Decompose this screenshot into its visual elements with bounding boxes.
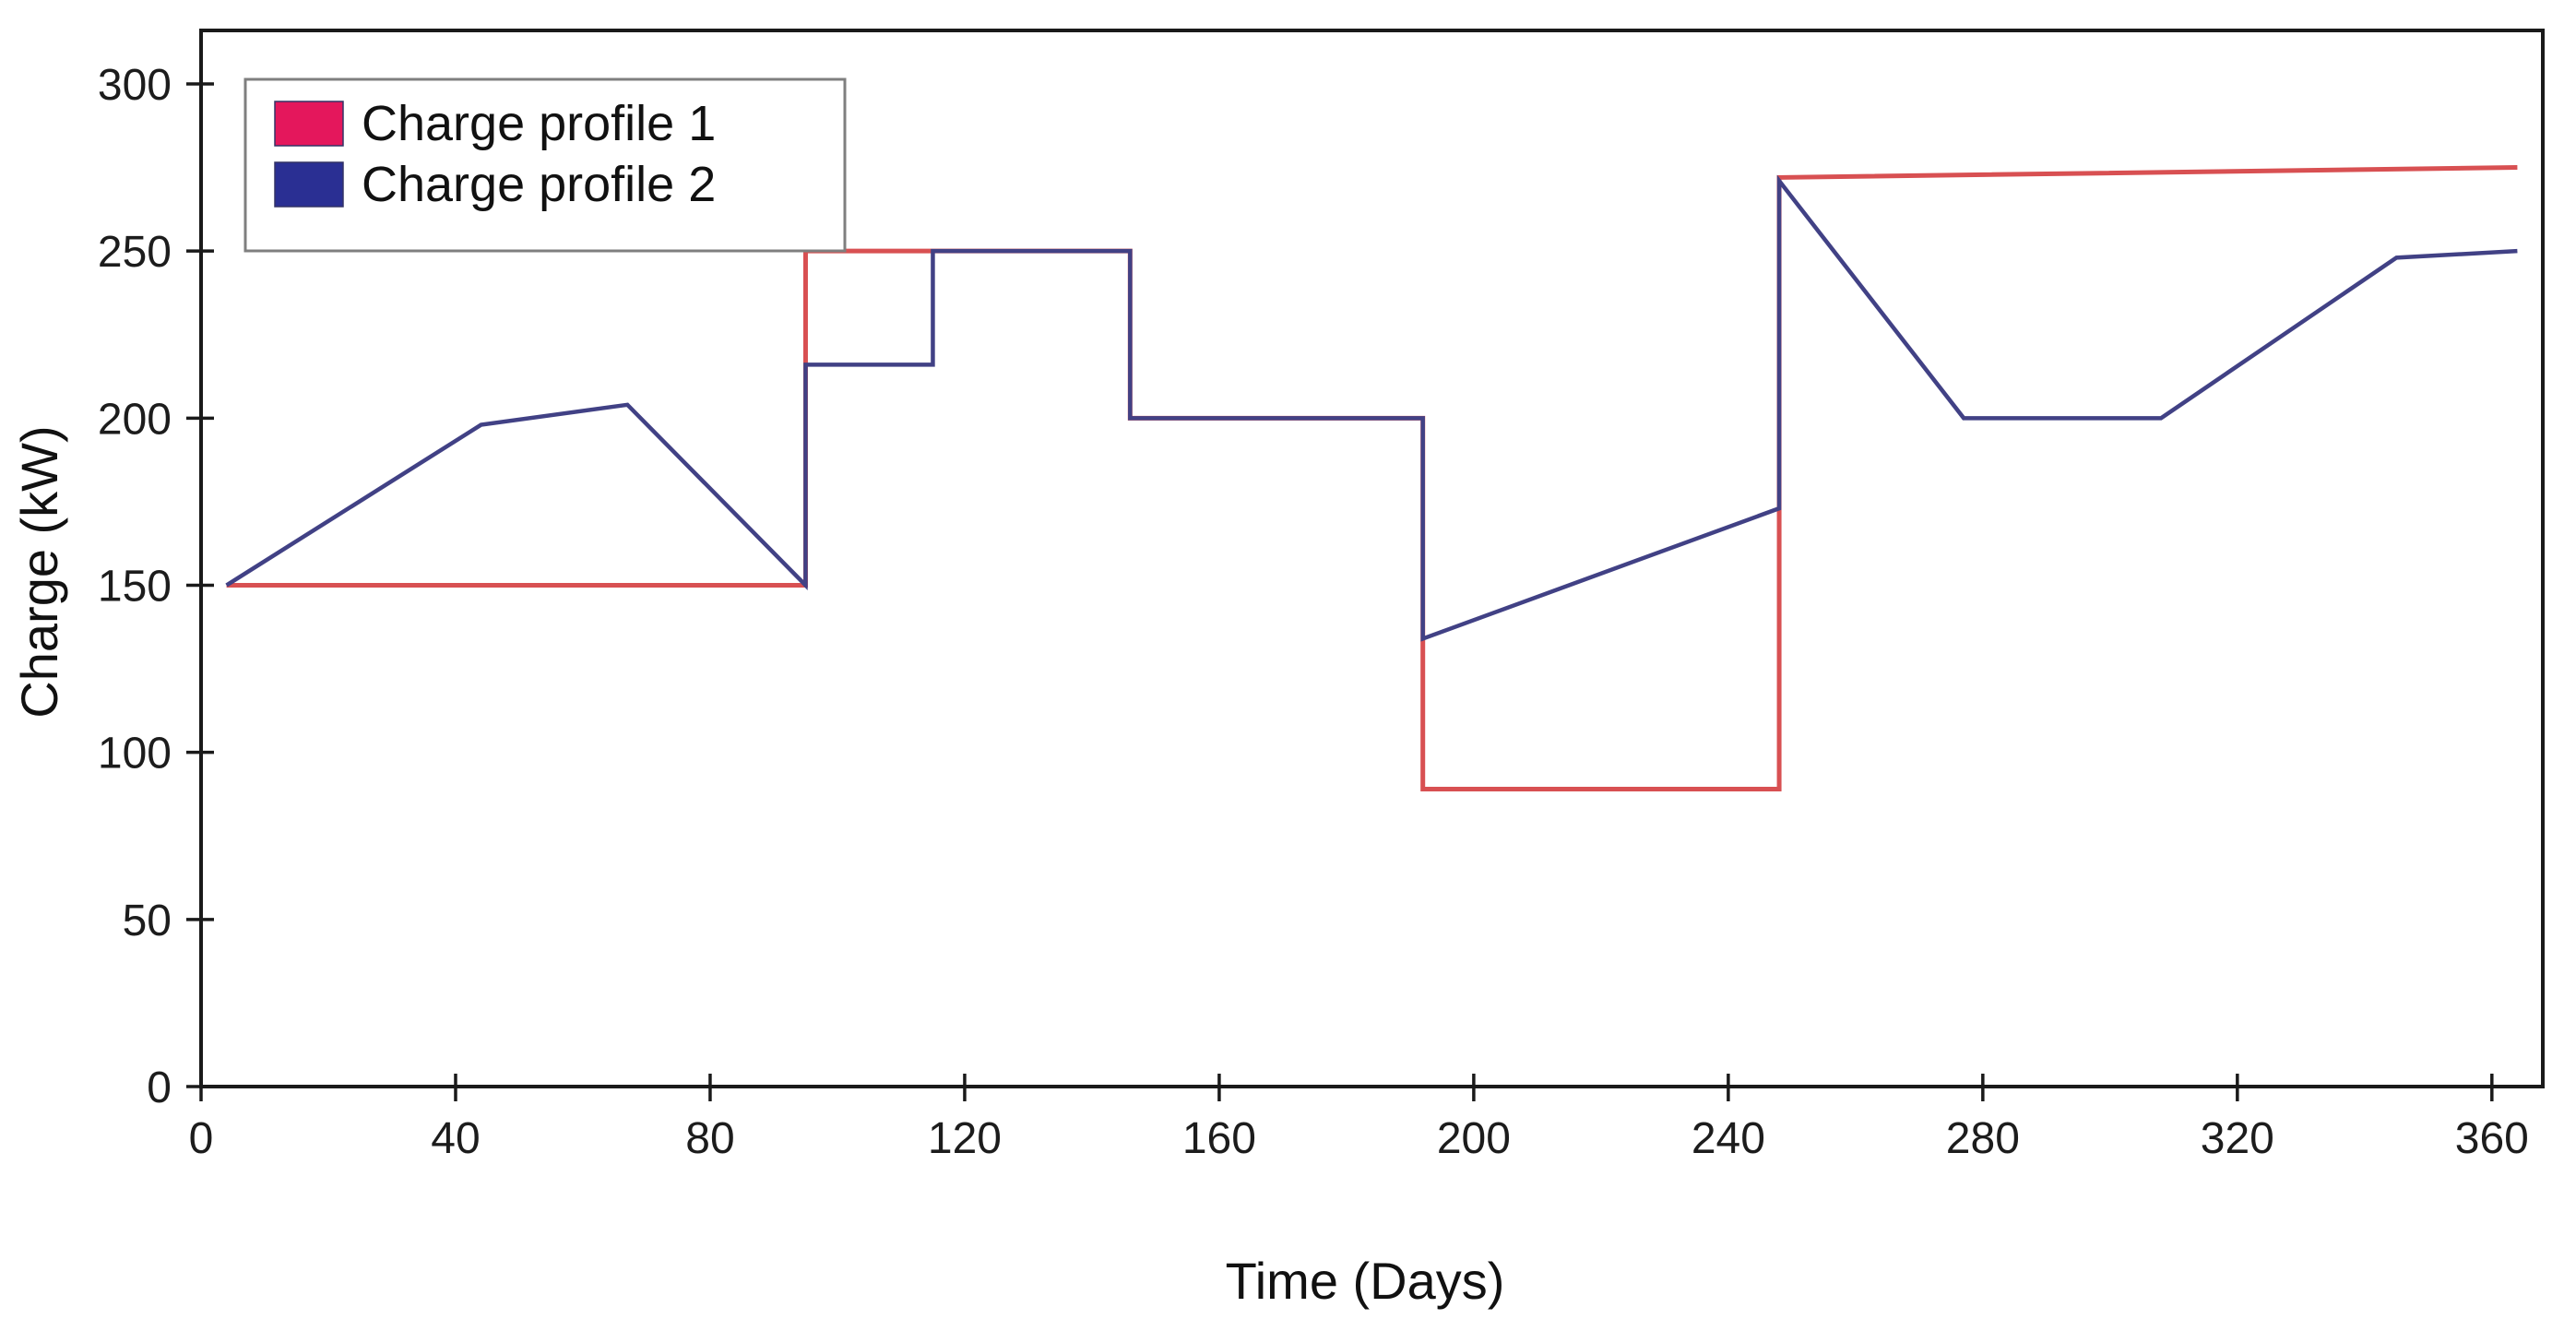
- legend-swatch-1: [274, 101, 344, 147]
- y-tick-label: 250: [98, 228, 172, 277]
- legend-swatch-2: [274, 161, 344, 208]
- y-tick-label: 200: [98, 395, 172, 444]
- x-tick-label: 0: [189, 1114, 214, 1163]
- x-tick-label: 160: [1182, 1114, 1256, 1163]
- legend-label-2: Charge profile 2: [362, 157, 716, 212]
- y-tick-label: 150: [98, 562, 172, 611]
- x-axis-title: Time (Days): [1226, 1252, 1505, 1310]
- y-tick-label: 100: [98, 730, 172, 778]
- series-line-2: [225, 174, 2518, 642]
- legend-box: [243, 77, 847, 253]
- legend: Charge profile 1 Charge profile 2: [243, 77, 847, 253]
- y-axis-title: Charge (kW): [10, 425, 68, 718]
- x-tick-label: 320: [2201, 1114, 2274, 1163]
- x-tick-label: 360: [2455, 1114, 2529, 1163]
- axes: 0 40 80 120 160 200 240 280 320 360 0 50 100 150 200 25…: [98, 61, 2529, 1163]
- x-tick-label: 240: [1692, 1114, 1765, 1163]
- legend-label-1: Charge profile 1: [362, 96, 716, 151]
- x-tick-label: 120: [928, 1114, 1002, 1163]
- x-tick-label: 40: [431, 1114, 480, 1163]
- x-tick-label: 280: [1946, 1114, 2020, 1163]
- x-tick-label: 80: [685, 1114, 734, 1163]
- y-tick-label: 0: [147, 1064, 172, 1112]
- y-tick-label: 300: [98, 61, 172, 110]
- y-tick-label: 50: [123, 897, 172, 945]
- series-lines: [225, 165, 2518, 792]
- x-tick-label: 200: [1437, 1114, 1511, 1163]
